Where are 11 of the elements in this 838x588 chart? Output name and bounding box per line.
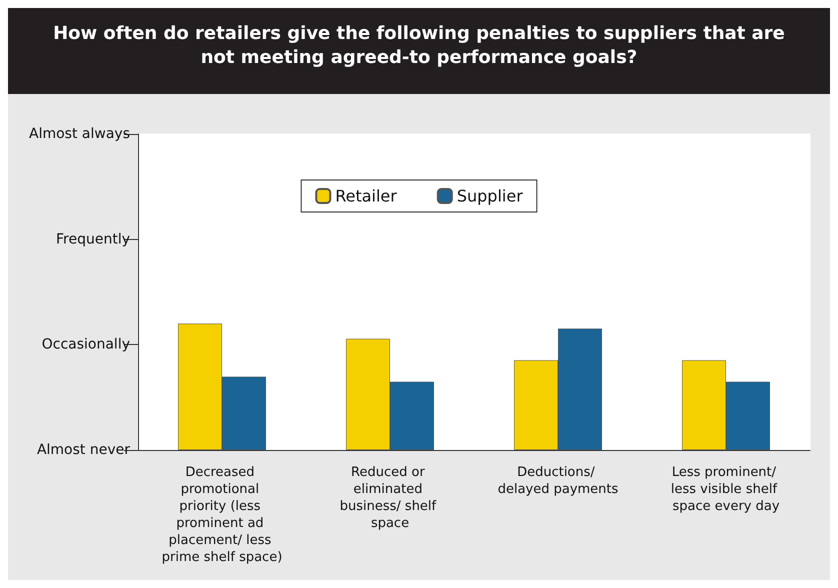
legend-label: Retailer — [335, 186, 398, 206]
x-tick-label: Less prominent/ less visible shelf space every day — [670, 465, 782, 514]
text: Almost never — [36, 442, 130, 458]
text: Almost always — [29, 126, 130, 142]
legend-label: Supplier — [456, 186, 524, 206]
x-tick-label: Reduced or eliminated business/ shelf space — [340, 465, 440, 531]
text: Occasionally — [42, 336, 130, 353]
text: Frequently — [56, 231, 130, 248]
x-tick-label: Deductions/ delayed payments — [498, 465, 619, 497]
chart-title: How often do retailers give the following penalties to suppliers that are not meeting agreed-to performance goals? — [8, 8, 830, 94]
x-tick-label: Decreased promotional priority (less prominent ad placement/ less prime shelf space) — [162, 465, 282, 565]
